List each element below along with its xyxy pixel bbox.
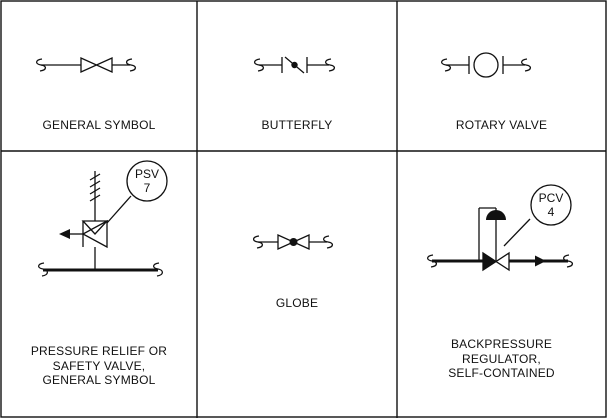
- label-general-symbol: GENERAL SYMBOL: [42, 118, 156, 132]
- cell-butterfly: BUTTERFLY: [197, 1, 397, 151]
- pcv-tag-letters: PCV: [539, 191, 564, 205]
- pressure-relief-valve-icon: PSV 7: [37, 160, 168, 277]
- label-line: BACKPRESSURE: [450, 337, 553, 351]
- gate-valve-general-icon: [35, 56, 137, 74]
- label-backpressure-regulator: BACKPRESSURE REGULATOR, SELF-CONTAINED: [397, 337, 606, 381]
- cell-rotary-valve: ROTARY VALVE: [397, 1, 606, 151]
- pcv-tag-number: 4: [548, 205, 555, 219]
- relief-tag-number: 7: [144, 181, 151, 195]
- butterfly-valve-icon: [253, 56, 336, 74]
- rotary-valve-icon: [440, 52, 532, 78]
- label-line: PRESSURE RELIEF OR: [30, 344, 168, 358]
- relief-tag-letters: PSV: [135, 167, 159, 181]
- label-pressure-relief: PRESSURE RELIEF OR SAFETY VALVE, GENERAL…: [1, 344, 197, 388]
- label-line: SELF-CONTAINED: [448, 366, 555, 380]
- label-line: SAFETY VALVE,: [52, 358, 146, 373]
- backpressure-regulator-icon: PCV 4: [426, 184, 574, 272]
- cell-general-symbol: GENERAL SYMBOL: [1, 1, 197, 151]
- label-butterfly: BUTTERFLY: [261, 118, 333, 132]
- cell-globe: GLOBE: [197, 151, 397, 418]
- cell-pressure-relief: PSV 7 PRESSURE RELIEF OR SAFETY VALVE, G…: [1, 151, 197, 418]
- label-globe: GLOBE: [275, 296, 319, 310]
- label-line: REGULATOR,: [462, 351, 541, 366]
- cell-backpressure-regulator: PCV 4 BACKPRESSURE REGULATOR, SELF-CONTA…: [397, 151, 606, 418]
- globe-valve-icon: [252, 233, 334, 251]
- label-line: GENERAL SYMBOL: [42, 373, 156, 387]
- label-rotary-valve: ROTARY VALVE: [455, 118, 548, 132]
